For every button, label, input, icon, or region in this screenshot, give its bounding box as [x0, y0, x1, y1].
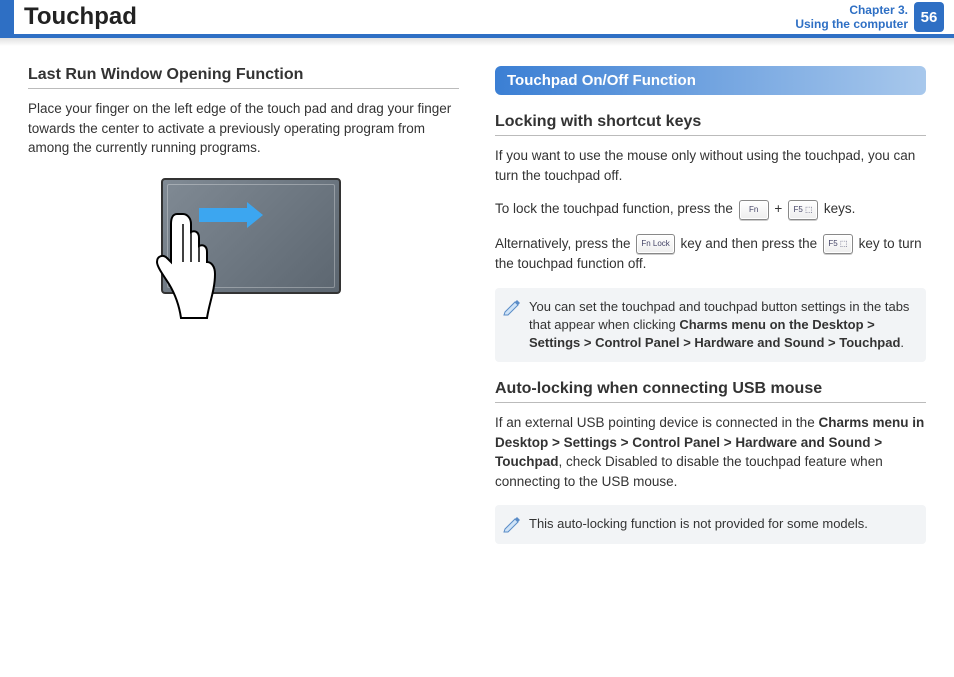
left-heading: Last Run Window Opening Function	[28, 66, 459, 89]
header-bar: Touchpad Chapter 3. Using the computer 5…	[0, 0, 954, 38]
content-columns: Last Run Window Opening Function Place y…	[0, 46, 954, 562]
sub1-p1: If you want to use the mouse only withou…	[495, 146, 926, 185]
left-column: Last Run Window Opening Function Place y…	[28, 66, 459, 562]
page-number: 56	[914, 2, 944, 32]
sub2-p1: If an external USB pointing device is co…	[495, 413, 926, 491]
f5-key-icon: F5 ⬚	[788, 200, 818, 220]
header-shadow	[0, 38, 954, 46]
sub1-p2a: To lock the touchpad function, press the	[495, 201, 737, 216]
sub1-p3a: Alternatively, press the	[495, 236, 634, 251]
note1-text-b: .	[900, 335, 904, 350]
left-body: Place your finger on the left edge of th…	[28, 99, 459, 158]
touchpad-figure	[28, 178, 459, 328]
touchpad-illustration	[139, 178, 349, 328]
note-box-1: You can set the touchpad and touchpad bu…	[495, 288, 926, 363]
note-box-2: This auto-locking function is not provid…	[495, 505, 926, 543]
note-icon-2	[503, 515, 521, 533]
plus-text: +	[774, 201, 786, 216]
sub1-p2: To lock the touchpad function, press the…	[495, 199, 926, 219]
sub1-p2b: keys.	[824, 201, 856, 216]
sub2-heading: Auto-locking when connecting USB mouse	[495, 380, 926, 403]
section-title-blue: Touchpad On/Off Function	[495, 66, 926, 95]
chapter-line2: Using the computer	[795, 17, 908, 31]
fn-key-icon: Fn	[739, 200, 769, 220]
f5-key-icon-2: F5 ⬚	[823, 234, 853, 254]
page-title: Touchpad	[24, 3, 137, 31]
sub1-p3b: key and then press the	[681, 236, 821, 251]
note2-text: This auto-locking function is not provid…	[529, 516, 868, 531]
hand-icon	[139, 208, 229, 328]
fnlock-key-icon: Fn Lock	[636, 234, 674, 254]
sub2-p1a: If an external USB pointing device is co…	[495, 415, 818, 430]
chapter-label: Chapter 3. Using the computer	[795, 3, 908, 32]
chapter-line1: Chapter 3.	[795, 3, 908, 17]
sub1-p3: Alternatively, press the Fn Lock key and…	[495, 234, 926, 274]
sub1-heading: Locking with shortcut keys	[495, 113, 926, 136]
note-icon	[503, 298, 521, 316]
right-column: Touchpad On/Off Function Locking with sh…	[495, 66, 926, 562]
